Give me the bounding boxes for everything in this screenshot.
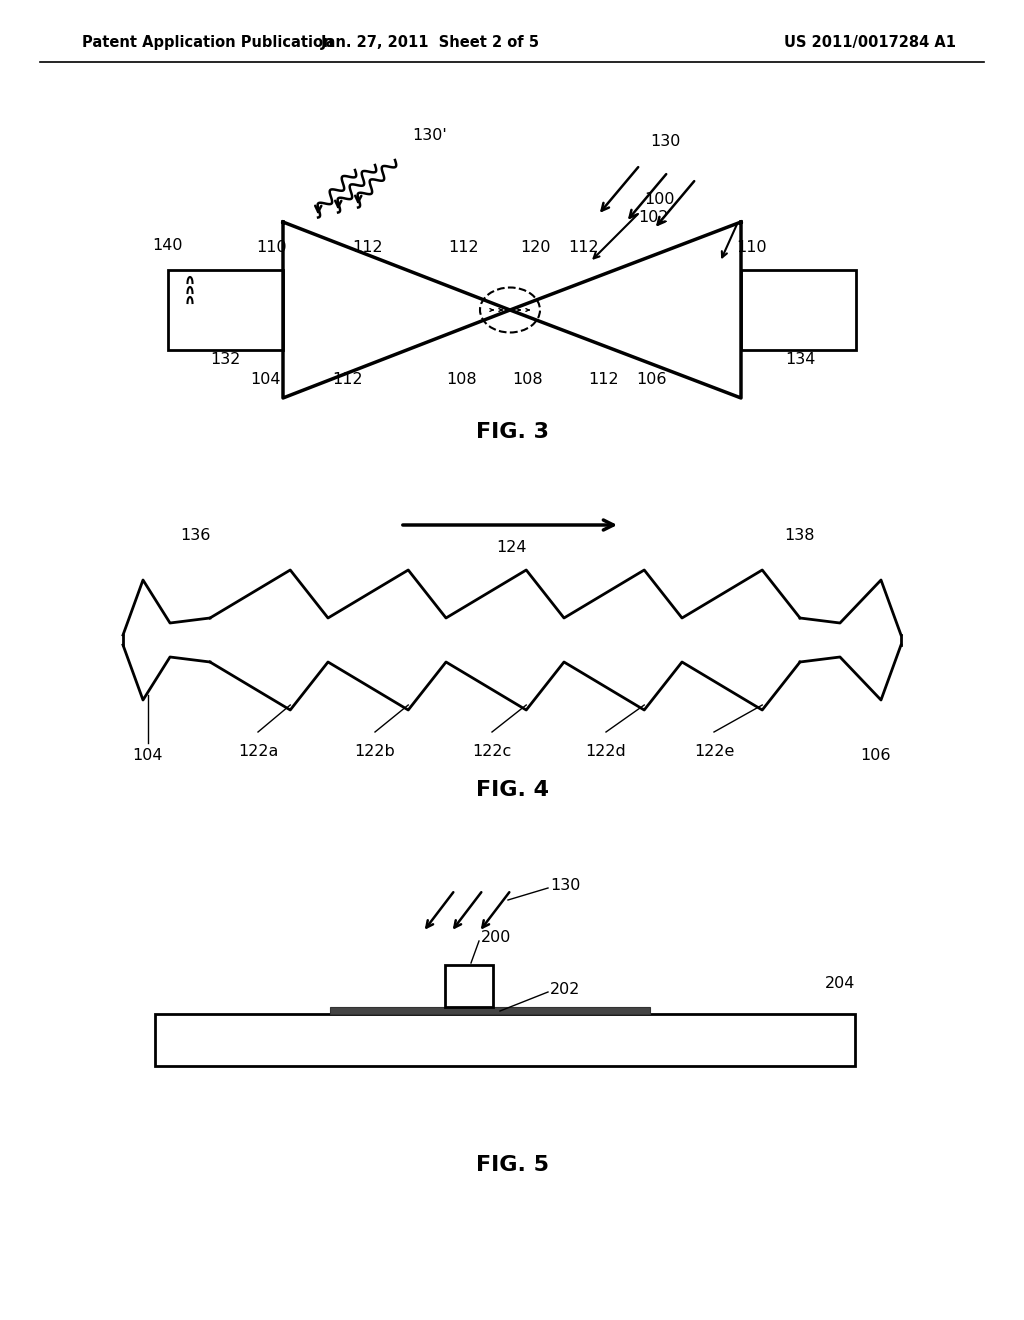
Text: 122a: 122a — [238, 744, 279, 759]
Text: 136: 136 — [180, 528, 210, 543]
Text: 202: 202 — [550, 982, 581, 997]
Text: Patent Application Publication: Patent Application Publication — [82, 34, 334, 49]
Text: 106: 106 — [637, 372, 668, 388]
Bar — [330, 1007, 650, 1014]
Bar — [741, 271, 856, 350]
Text: 134: 134 — [784, 352, 815, 367]
Text: 112: 112 — [333, 372, 364, 388]
Text: Jan. 27, 2011  Sheet 2 of 5: Jan. 27, 2011 Sheet 2 of 5 — [321, 34, 540, 49]
Text: 108: 108 — [446, 372, 477, 388]
Text: FIG. 5: FIG. 5 — [475, 1155, 549, 1175]
Text: 132: 132 — [210, 352, 241, 367]
Text: 112: 112 — [352, 239, 383, 255]
Text: 140: 140 — [153, 238, 183, 252]
Text: 110: 110 — [257, 239, 288, 255]
Text: 108: 108 — [513, 372, 544, 388]
Text: FIG. 4: FIG. 4 — [475, 780, 549, 800]
Bar — [445, 965, 493, 1007]
Text: 200: 200 — [481, 929, 511, 945]
Text: 122d: 122d — [586, 744, 627, 759]
Text: 104: 104 — [250, 372, 281, 388]
Text: 130: 130 — [650, 135, 680, 149]
Bar — [155, 1014, 855, 1067]
Text: 112: 112 — [568, 239, 599, 255]
Text: 130: 130 — [550, 878, 581, 892]
Bar — [168, 271, 283, 350]
Text: 138: 138 — [784, 528, 815, 543]
Text: 104: 104 — [133, 747, 163, 763]
Text: 122b: 122b — [354, 744, 395, 759]
Text: 122e: 122e — [694, 744, 734, 759]
Text: 110: 110 — [736, 239, 767, 255]
Text: 100: 100 — [645, 193, 675, 207]
Text: 124: 124 — [497, 540, 527, 554]
Text: 102: 102 — [639, 210, 670, 224]
Text: 112: 112 — [449, 239, 479, 255]
Text: 112: 112 — [589, 372, 620, 388]
Text: 122c: 122c — [472, 744, 512, 759]
Text: FIG. 3: FIG. 3 — [475, 422, 549, 442]
Text: 130': 130' — [413, 128, 447, 143]
Text: 106: 106 — [861, 747, 891, 763]
Text: 120: 120 — [521, 239, 551, 255]
Text: US 2011/0017284 A1: US 2011/0017284 A1 — [784, 34, 956, 49]
Text: 204: 204 — [825, 977, 855, 991]
